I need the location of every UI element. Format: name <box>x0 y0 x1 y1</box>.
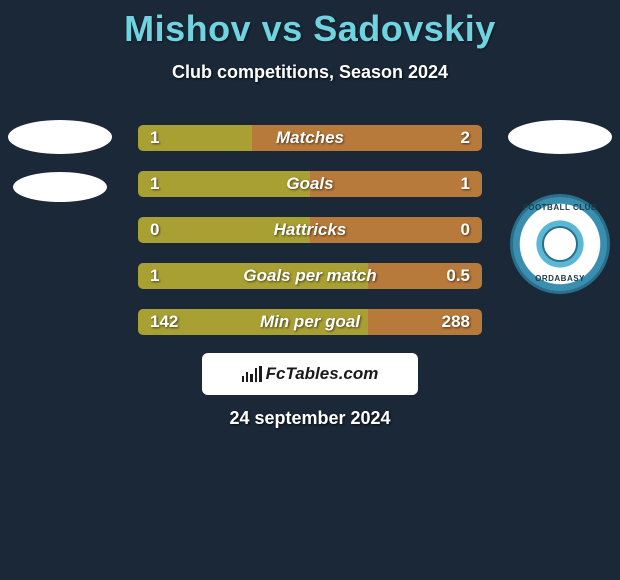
page-title: Mishov vs Sadovskiy <box>0 0 620 50</box>
left-club-badges <box>8 120 112 202</box>
stat-row: 1 Goals 1 <box>138 171 482 197</box>
stat-row: 0 Hattricks 0 <box>138 217 482 243</box>
page-subtitle: Club competitions, Season 2024 <box>0 62 620 83</box>
stat-right-value: 0.5 <box>446 266 470 286</box>
fctables-attribution: FcTables.com <box>202 353 418 395</box>
left-badge-2 <box>13 172 107 202</box>
stat-left-value: 0 <box>150 220 159 240</box>
stat-label: Matches <box>276 128 344 148</box>
bar-chart-icon <box>242 366 262 382</box>
club-badge-top-text: FOOTBALL CLUB <box>523 203 597 212</box>
date-label: 24 september 2024 <box>229 408 390 429</box>
fctables-label: FcTables.com <box>266 364 379 384</box>
right-badge-ordabasy: FOOTBALL CLUB ORDABASY <box>510 194 610 294</box>
stats-container: 1 Matches 2 1 Goals 1 0 Hattricks 0 1 Goals per ma… <box>138 125 482 335</box>
stat-label: Goals <box>286 174 333 194</box>
stat-left-value: 1 <box>150 266 159 286</box>
stat-label: Goals per match <box>243 266 376 286</box>
right-badge-1 <box>508 120 612 154</box>
club-badge-bottom-text: ORDABASY <box>535 274 585 283</box>
stat-fill-left <box>138 171 310 197</box>
stat-right-value: 0 <box>461 220 470 240</box>
stat-left-value: 1 <box>150 174 159 194</box>
stat-label: Min per goal <box>260 312 360 332</box>
left-badge-1 <box>8 120 112 154</box>
stat-label: Hattricks <box>274 220 347 240</box>
stat-row: 1 Goals per match 0.5 <box>138 263 482 289</box>
stat-right-value: 1 <box>461 174 470 194</box>
stat-row: 142 Min per goal 288 <box>138 309 482 335</box>
stat-right-value: 2 <box>461 128 470 148</box>
right-club-badges: FOOTBALL CLUB ORDABASY <box>508 120 612 294</box>
stat-right-value: 288 <box>442 312 470 332</box>
stat-left-value: 1 <box>150 128 159 148</box>
stat-left-value: 142 <box>150 312 178 332</box>
stat-fill-right <box>310 171 482 197</box>
stat-row: 1 Matches 2 <box>138 125 482 151</box>
